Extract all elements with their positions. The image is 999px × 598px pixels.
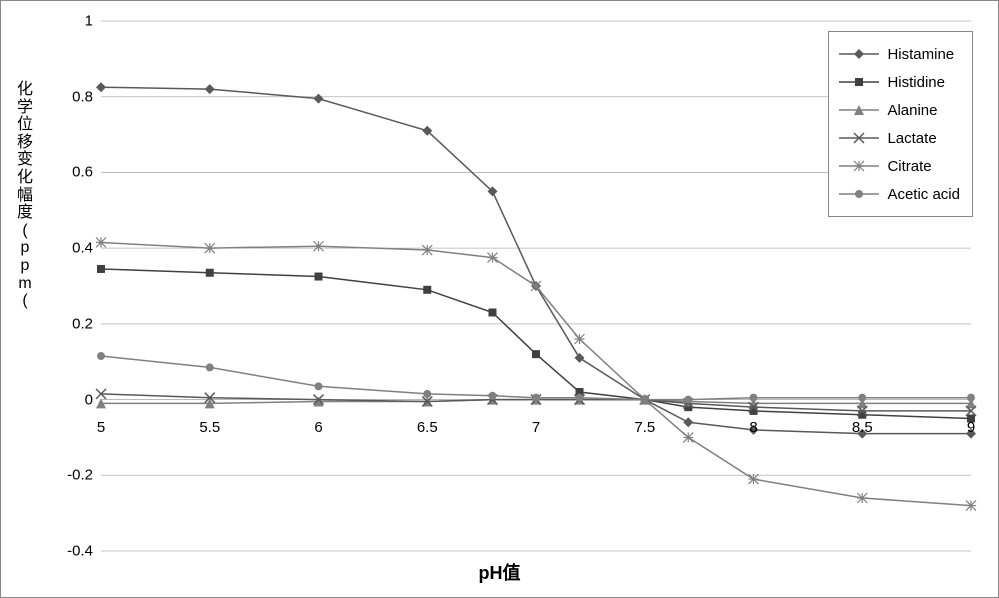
y-tick: -0.2 bbox=[67, 467, 93, 484]
legend-label: Histamine bbox=[887, 46, 954, 63]
legend-item: Lactate bbox=[839, 124, 960, 152]
y-tick: -0.4 bbox=[67, 543, 93, 560]
legend-item: Histidine bbox=[839, 68, 960, 96]
y-tick: 1 bbox=[85, 13, 93, 30]
legend-label: Acetic acid bbox=[887, 186, 960, 203]
y-tick: 0.2 bbox=[72, 315, 93, 332]
legend-item: Acetic acid bbox=[839, 180, 960, 208]
square-icon bbox=[839, 72, 879, 92]
x-tick: 8.5 bbox=[852, 419, 873, 436]
y-tick: 0.4 bbox=[72, 240, 93, 257]
legend: Histamine Histidine Alanine Lactate Citrate A… bbox=[828, 31, 973, 217]
x-tick: 5 bbox=[97, 419, 105, 436]
asterisk-icon bbox=[839, 156, 879, 176]
y-tick: 0.8 bbox=[72, 88, 93, 105]
circle-icon bbox=[839, 184, 879, 204]
x-tick: 6.5 bbox=[417, 419, 438, 436]
y-axis-label: 化学位移变化幅度(ppm( bbox=[16, 81, 34, 310]
diamond-icon bbox=[839, 44, 879, 64]
x-tick: 7.5 bbox=[634, 419, 655, 436]
x-axis-label: pH值 bbox=[479, 559, 521, 585]
y-tick: 0 bbox=[85, 391, 93, 408]
triangle-icon bbox=[839, 100, 879, 120]
legend-item: Citrate bbox=[839, 152, 960, 180]
x-tick: 9 bbox=[967, 419, 975, 436]
legend-label: Citrate bbox=[887, 158, 931, 175]
chart-container: 化学位移变化幅度(ppm( pH值 Histamine Histidine Alan… bbox=[0, 0, 999, 598]
legend-item: Alanine bbox=[839, 96, 960, 124]
legend-label: Alanine bbox=[887, 102, 937, 119]
y-tick: 0.6 bbox=[72, 164, 93, 181]
x-tick: 8 bbox=[749, 419, 757, 436]
x-tick: 5.5 bbox=[199, 419, 220, 436]
legend-label: Histidine bbox=[887, 74, 945, 91]
x-tick: 6 bbox=[314, 419, 322, 436]
legend-label: Lactate bbox=[887, 130, 936, 147]
x-icon bbox=[839, 128, 879, 148]
legend-item: Histamine bbox=[839, 40, 960, 68]
x-tick: 7 bbox=[532, 419, 540, 436]
